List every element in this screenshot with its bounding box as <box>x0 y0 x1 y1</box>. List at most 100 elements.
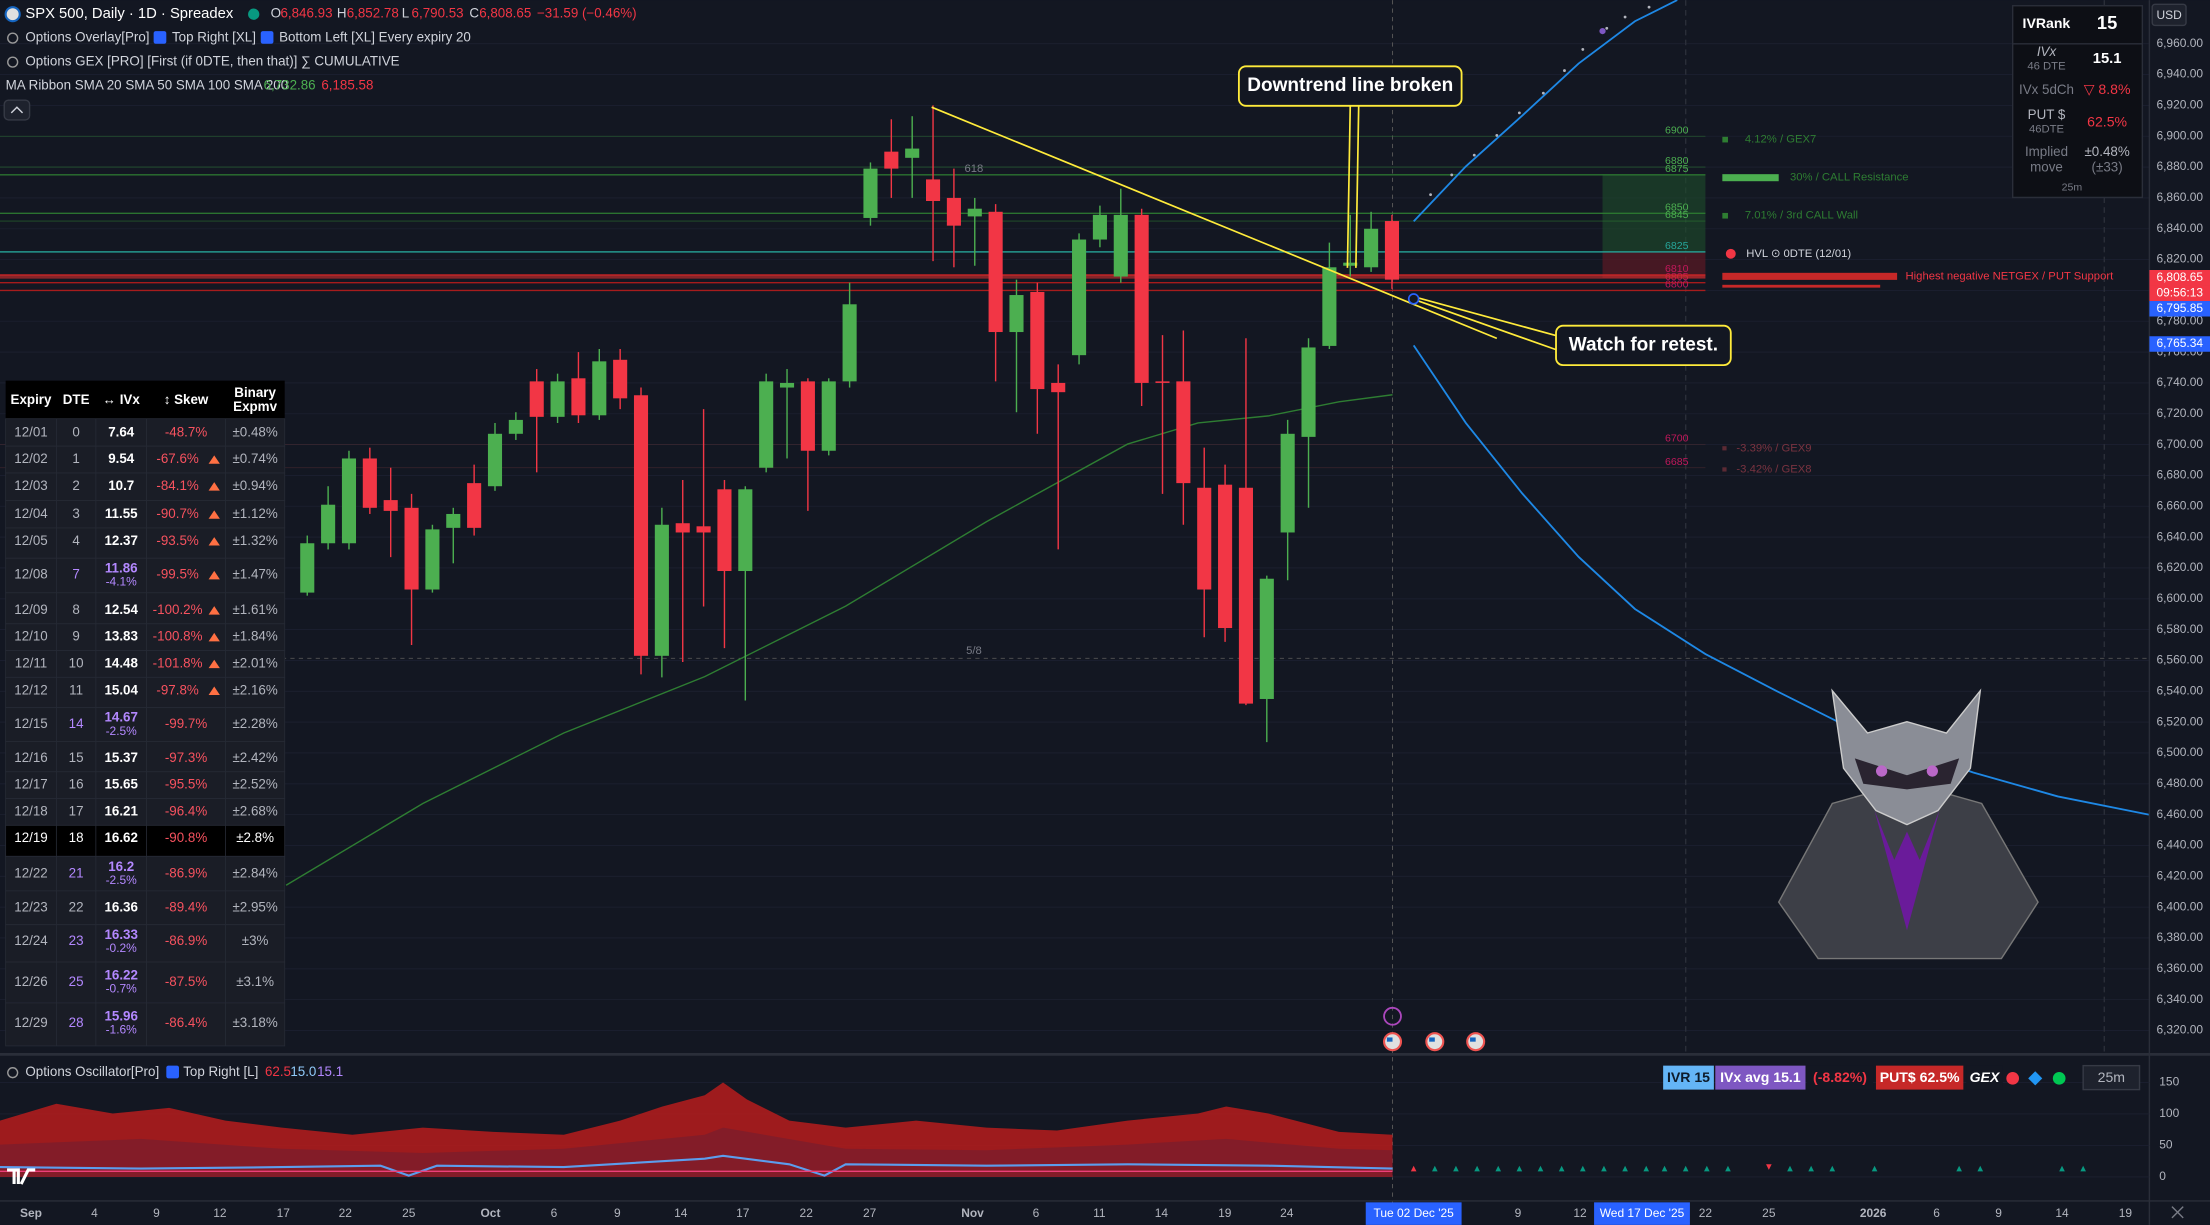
trendline <box>931 106 1498 340</box>
x-tick-label: 25 <box>1762 1206 1776 1220</box>
time-highlight <box>1594 1202 1690 1225</box>
y-tick-label: 6,920.00 <box>2156 98 2203 112</box>
status-text: (-8.82%) <box>1813 1069 1867 1085</box>
gex-dot <box>2028 1071 2043 1086</box>
x-tick-label: 9 <box>1995 1206 2002 1220</box>
dot-projection <box>1581 48 1585 51</box>
put-support-band <box>0 274 1706 279</box>
x-tick-label: 17 <box>736 1206 750 1220</box>
flag-icon <box>4 6 21 23</box>
skew-icon <box>208 455 220 464</box>
table-row-bg <box>5 592 286 625</box>
candle-body <box>1197 487 1212 590</box>
table-cell: 12/01 <box>14 424 47 439</box>
table-row-bg <box>5 418 286 447</box>
table-header: ↔ IVx <box>103 392 141 407</box>
table-cell: 12/17 <box>14 777 47 792</box>
table-cell: ±1.12% <box>232 506 277 521</box>
candle-body <box>1259 578 1274 699</box>
ohlc-value: 6,846.93 <box>280 6 332 21</box>
table-cell: -100.8% <box>153 629 203 644</box>
table-cell: 15.65 <box>104 777 138 792</box>
x-tick-label: 9 <box>153 1206 160 1220</box>
candle-body <box>738 489 753 572</box>
checkbox[interactable] <box>153 31 167 44</box>
price-tag <box>2149 336 2210 352</box>
gex-bar <box>1722 174 1779 182</box>
table-row-bg <box>5 707 286 742</box>
y-tick-label: 6,740.00 <box>2156 375 2203 389</box>
osc-marker <box>2080 1165 2086 1172</box>
ohlc-value: 6,790.53 <box>412 6 464 21</box>
osc-marker <box>1704 1165 1710 1172</box>
collapse-button[interactable] <box>3 99 31 121</box>
iv-sub: (±33) <box>2092 159 2123 174</box>
raccoon-mask <box>1854 758 1960 790</box>
table-cell: 16 <box>69 777 84 792</box>
table-row-bg <box>5 527 286 559</box>
table-cell: 11.55 <box>105 506 138 521</box>
candle-body <box>1009 295 1024 333</box>
gex-bar <box>1722 467 1727 472</box>
iv-sub: 46 DTE <box>2027 60 2066 72</box>
status-chip <box>1875 1065 1964 1090</box>
level-label: 6825 <box>1665 240 1689 252</box>
x-tick-label: 9 <box>614 1206 621 1220</box>
gex-label: Highest negative NETGEX / PUT Support <box>1906 270 2115 282</box>
osc-marker <box>1661 1165 1668 1172</box>
skew-icon <box>208 482 220 491</box>
x-tick-label: 2026 <box>1860 1206 1887 1220</box>
table-cell: 16.2 <box>108 859 134 874</box>
ohlc-key: H <box>337 6 347 21</box>
x-tick-label: 12 <box>1573 1206 1587 1220</box>
iv-sub: 46DTE <box>2029 124 2065 136</box>
table-cell: 14 <box>69 716 84 731</box>
dot-projection <box>1605 26 1609 30</box>
y-tick-label: 6,600.00 <box>2156 591 2203 605</box>
checkbox[interactable] <box>260 31 274 44</box>
table-row-bg <box>5 890 286 926</box>
x-tick-label: 9 <box>1515 1206 1522 1220</box>
osc-marker <box>1956 1165 1962 1172</box>
iv-label: PUT $ <box>2028 107 2066 122</box>
osc-marker <box>1808 1165 1814 1172</box>
indicator-name: Options Overlay[Pro] <box>25 30 149 45</box>
table-cell: -99.5% <box>156 567 198 582</box>
table-cell: 12/05 <box>14 533 47 548</box>
x-tick-label: Oct <box>481 1206 501 1220</box>
table-cell: 16.36 <box>104 899 137 914</box>
dot-projection <box>1495 133 1499 137</box>
retest-point <box>1407 293 1420 305</box>
table-cell: -93.5% <box>156 533 198 548</box>
osc-marker <box>1643 1165 1650 1172</box>
table-cell: 25 <box>69 974 84 989</box>
table-cell: -86.4% <box>165 1015 207 1030</box>
event-icon <box>1383 1006 1402 1026</box>
table-cell: -90.8% <box>165 830 207 845</box>
table-row-bg <box>5 798 286 826</box>
candle-body <box>905 148 920 158</box>
skew-icon <box>208 686 220 695</box>
iv-label: move <box>2030 159 2063 174</box>
gex-bar <box>1722 446 1727 451</box>
table-cell: -0.2% <box>106 941 138 955</box>
candle-body <box>717 489 732 572</box>
table-cell: 12/02 <box>14 451 47 466</box>
y-tick-label: 6,820.00 <box>2156 252 2203 266</box>
candle-body <box>341 458 357 544</box>
table-cell: -87.5% <box>165 974 207 989</box>
x-tick-label: Nov <box>961 1206 984 1220</box>
table-cell: -48.7% <box>165 424 207 439</box>
table-cell: 18 <box>69 830 84 845</box>
candle-body <box>487 433 503 487</box>
checkbox[interactable] <box>166 1065 179 1079</box>
currency-box[interactable] <box>2151 3 2187 27</box>
table-cell: 11 <box>69 682 83 697</box>
status-text: GEX <box>1970 1069 2001 1085</box>
candle-body <box>1155 381 1170 383</box>
osc-marker <box>1977 1165 1984 1172</box>
annotation-box <box>1555 324 1732 367</box>
candle-body <box>446 513 461 528</box>
